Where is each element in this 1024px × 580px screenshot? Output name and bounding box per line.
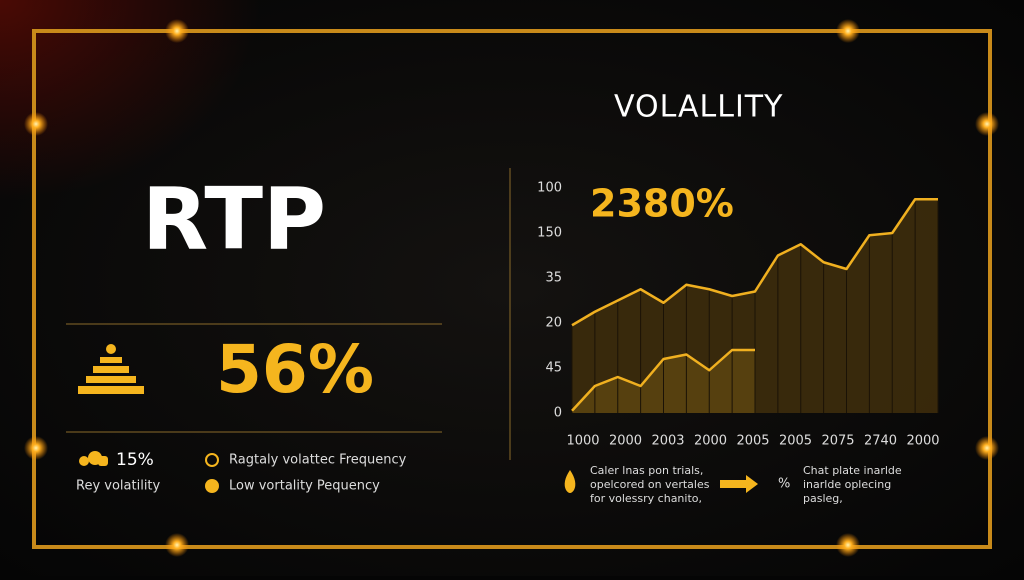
y-tick-label: 45: [545, 361, 562, 376]
y-tick-label: 150: [537, 226, 562, 241]
note-text: opelcored on vertales: [590, 478, 710, 491]
note-text: Chat plate inarlde: [803, 464, 902, 477]
x-tick-label: 2000: [906, 434, 939, 449]
y-tick-label: 35: [545, 271, 562, 286]
note-text: inarlde oplecing: [803, 478, 891, 491]
note-text: pasleg,: [803, 492, 843, 505]
note-text: for volessry chanito,: [590, 492, 702, 505]
note-text: Caler lnas pon trials,: [590, 464, 703, 477]
line: [571, 348, 755, 412]
legend-marker: [205, 479, 219, 493]
stat-label: Rey volatility: [76, 479, 161, 494]
arrow-icon: [720, 475, 758, 493]
corner-glow: [0, 0, 260, 200]
x-tick-label: 2075: [821, 434, 854, 449]
rtp-title: RTP: [142, 169, 326, 269]
y-tick-label: 100: [537, 181, 562, 196]
x-tick-label: 2000: [609, 434, 642, 449]
legend-label: Low vortality Pequency: [229, 479, 380, 494]
stack-icon: [78, 344, 144, 394]
legend-marker: [205, 453, 219, 467]
line: [571, 198, 938, 327]
legend-label: Ragtaly volattec Frequency: [229, 453, 407, 468]
frame-lights: [24, 19, 999, 557]
y-tick-label: 0: [554, 406, 562, 421]
drop-icon: [564, 470, 576, 493]
x-tick-label: 2005: [736, 434, 769, 449]
headline: 2380%: [590, 182, 734, 226]
rtp-value: 56%: [216, 331, 374, 408]
x-tick-label: 2005: [779, 434, 812, 449]
x-tick-label: 1000: [566, 434, 599, 449]
stat-value: 15%: [116, 450, 154, 470]
y-tick-label: 20: [545, 316, 562, 331]
x-tick-label: 2000: [694, 434, 727, 449]
note-icon: %: [778, 477, 790, 492]
x-tick-label: 2003: [651, 434, 684, 449]
chart-title: VOLALLITY: [614, 90, 783, 125]
coin-icon: [79, 451, 108, 466]
frame: [32, 29, 992, 549]
x-tick-label: 2740: [864, 434, 897, 449]
